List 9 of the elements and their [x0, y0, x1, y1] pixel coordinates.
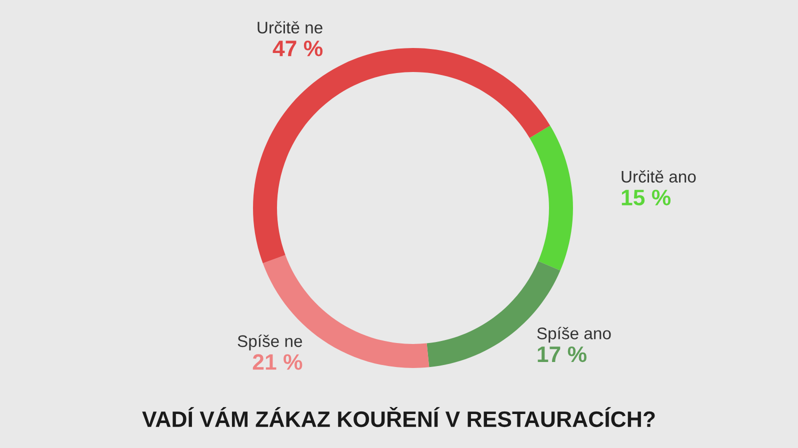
data-label: 15 % [622, 190, 671, 206]
slice-label: Určitě ano [622, 170, 696, 183]
data-label: 17 % [538, 346, 586, 362]
data-label: 47 % [272, 40, 323, 56]
slice-label: Spíše ano [537, 326, 611, 343]
slice-label: Určitě ne [258, 21, 322, 34]
text: VADÍ VÁM ZÁKAZ KOUŘENÍ V RESTAURACÍCH? [142, 406, 655, 428]
slice-label: Spíše ne [238, 334, 302, 350]
data-label: 21 % [252, 354, 302, 370]
